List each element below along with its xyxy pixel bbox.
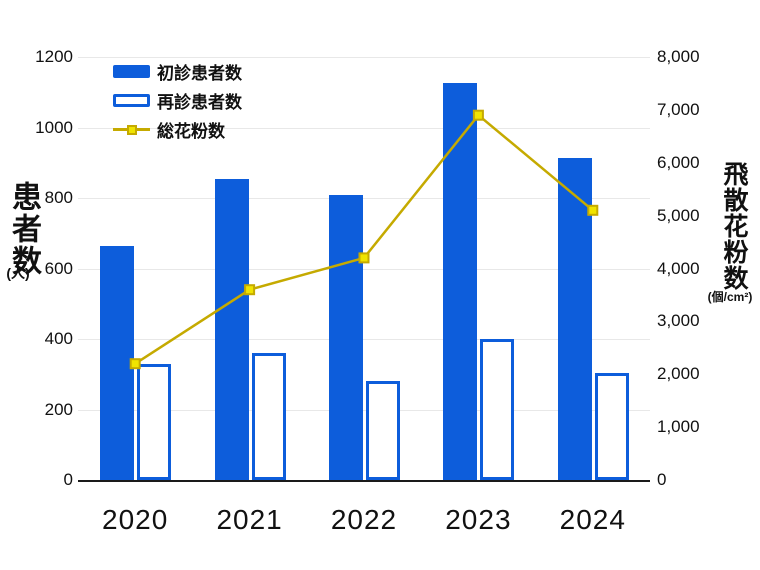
gridline — [78, 268, 650, 270]
x-axis-year-label: 2020 — [102, 504, 169, 535]
legend-label-pollen: 総花粉数 — [157, 122, 225, 141]
legend-item-first-visit: 初診患者数 — [113, 63, 242, 83]
bar-revisit-2022 — [366, 381, 400, 480]
pollen-marker-2023 — [472, 109, 484, 121]
pollen-line-layer — [129, 109, 599, 370]
gridline — [78, 57, 650, 58]
legend-label-revisit: 再診患者数 — [157, 93, 242, 112]
gridline — [78, 198, 650, 199]
left-axis-unit: (人) — [6, 265, 30, 281]
left-axis-tick-label: 1200 — [35, 47, 73, 66]
line-marker-swatch-icon — [113, 124, 150, 135]
legend-item-revisit: 再診患者数 — [113, 92, 242, 112]
bar-first-visit-2024 — [557, 157, 592, 480]
pollen-marker-2022 — [358, 252, 370, 264]
bar-revisit-2021 — [251, 353, 286, 480]
right-axis-unit: (個/cm²) — [707, 290, 753, 304]
plot-area: 初診患者数 再診患者数 総花粉数 — [78, 57, 650, 482]
legend: 初診患者数 再診患者数 総花粉数 — [113, 63, 242, 150]
left-axis-tick-label: 400 — [44, 329, 73, 348]
bar-first-visit-2022 — [329, 194, 363, 480]
outlined-bar-swatch-icon — [113, 94, 150, 107]
left-axis-tick-label: 800 — [44, 188, 73, 207]
right-axis-tick-label: 5,000 — [657, 205, 700, 225]
x-axis-year-label: 2021 — [216, 504, 283, 535]
right-axis-tick-label: 3,000 — [657, 311, 700, 331]
bar-revisit-2024 — [594, 372, 629, 480]
pollen-line — [134, 113, 594, 365]
x-axis-year-label: 2024 — [559, 504, 626, 535]
right-axis-tick-label: 2,000 — [657, 364, 700, 384]
left-axis-title: 患者数 — [7, 181, 40, 277]
x-axis-year-label: 2023 — [445, 504, 512, 535]
right-axis-tick-label: 0 — [657, 470, 667, 489]
right-axis-title: 飛散花粉数 — [720, 161, 748, 291]
bar-first-visit-2020 — [100, 245, 135, 480]
right-axis-tick-label: 7,000 — [657, 99, 700, 119]
gridline — [78, 339, 650, 340]
left-axis-tick-label: 600 — [44, 258, 73, 278]
right-axis-tick-label: 1,000 — [657, 417, 700, 437]
pollen-marker-2024 — [587, 204, 599, 216]
right-axis-tick-label: 8,000 — [657, 47, 700, 66]
legend-item-pollen: 総花粉数 — [113, 121, 242, 141]
left-axis-tick-label: 0 — [63, 470, 73, 489]
filled-bar-swatch-icon — [113, 65, 150, 78]
x-axis-year-label: 2022 — [330, 504, 398, 535]
bar-first-visit-2021 — [214, 178, 249, 480]
pollen-marker-2021 — [244, 284, 256, 296]
left-axis-tick-label: 200 — [44, 399, 73, 419]
right-axis-tick-label: 6,000 — [657, 152, 700, 172]
gridline — [78, 127, 650, 129]
bar-first-visit-2023 — [443, 83, 478, 480]
bar-revisit-2020 — [137, 363, 172, 480]
pollen-marker-2020 — [129, 358, 141, 370]
legend-label-first-visit: 初診患者数 — [157, 64, 242, 83]
gridline — [78, 409, 650, 411]
bar-revisit-2023 — [480, 339, 515, 480]
right-axis-tick-label: 4,000 — [657, 258, 700, 278]
square-marker-icon — [126, 124, 137, 135]
left-axis-tick-label: 1000 — [35, 117, 73, 137]
